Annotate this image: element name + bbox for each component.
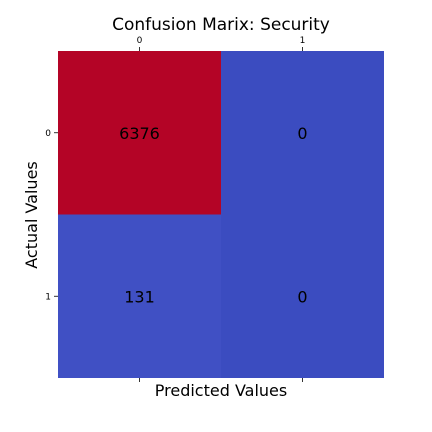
heatmap-cell-r1-c0 bbox=[58, 214, 221, 378]
x-tick-label-0: 0 bbox=[137, 36, 143, 46]
heatmap-cell-r1-c1 bbox=[221, 214, 384, 378]
y-axis-ticks: 01 bbox=[45, 129, 58, 302]
cell-value-r1-c0: 131 bbox=[124, 287, 155, 306]
cell-value-r0-c0: 6376 bbox=[119, 124, 160, 143]
heatmap-cell-r0-c1 bbox=[221, 51, 384, 215]
heatmap-cell-r0-c0 bbox=[58, 51, 221, 215]
x-tick-label-1: 1 bbox=[300, 36, 306, 46]
chart-title: Confusion Marix: Security bbox=[112, 15, 330, 35]
heatmap-cells bbox=[58, 51, 384, 378]
cell-value-r0-c1: 0 bbox=[297, 124, 307, 143]
x-axis-label: Predicted Values bbox=[155, 381, 287, 400]
cell-value-r1-c1: 0 bbox=[297, 287, 307, 306]
y-tick-label-0: 0 bbox=[45, 129, 51, 139]
y-axis-label: Actual Values bbox=[22, 161, 41, 268]
cell-value-labels: 6376 0 131 0 bbox=[119, 124, 307, 307]
y-tick-label-1: 1 bbox=[45, 292, 51, 302]
